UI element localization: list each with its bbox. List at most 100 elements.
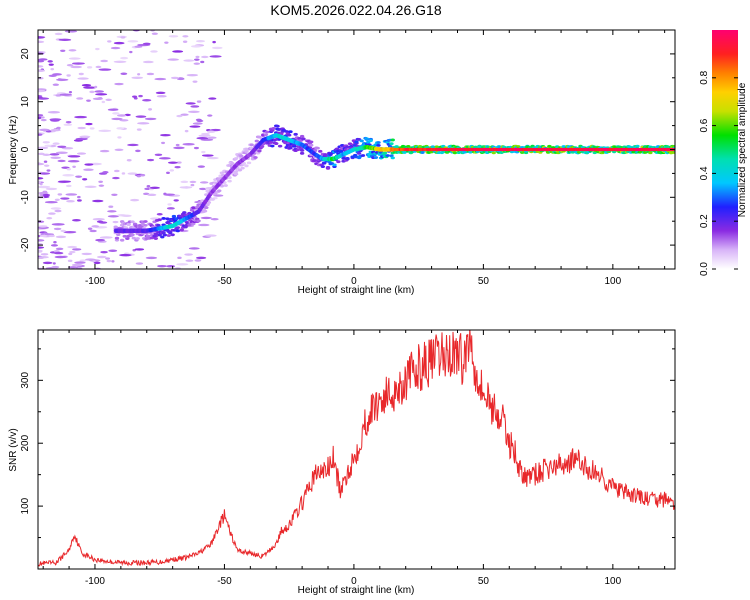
spectrogram-halo-cell (318, 149, 323, 153)
spectrogram-noise-cell (55, 78, 69, 81)
spectrogram-halo-cell (175, 229, 181, 233)
snr-y-ticks: 100 200 300 (20, 348, 675, 570)
spectrogram-noise-cell (38, 256, 45, 260)
spectrogram-noise-cell (43, 160, 48, 163)
spectrogram-noise-cell (74, 261, 86, 264)
spectrogram-halo-cell (389, 154, 394, 158)
snr-x-ticks: -100 -50 0 50 100 (42, 330, 666, 587)
spectrogram-noise-cell (47, 111, 61, 114)
spectrogram-halo-cell (241, 162, 247, 165)
spectrogram-noise-cell (38, 162, 45, 166)
spectrogram-noise-cell (40, 253, 49, 256)
spectrogram-noise-cell (49, 153, 60, 156)
spectrogram-halo-cell (491, 151, 496, 155)
spectrogram-ytick-label: -10 (20, 190, 31, 205)
spectrogram-noise-cell (170, 76, 180, 80)
spectrogram-noise-cell (208, 97, 217, 100)
spectrogram-noise-cell (91, 225, 100, 228)
spectrogram-halo-cell (195, 205, 200, 209)
colorbar-tick-label: 0.0 (699, 262, 710, 276)
spectrogram-halo-cell (125, 237, 130, 241)
spectrogram-noise-cell (190, 45, 202, 48)
spectrogram-noise-cell (195, 39, 206, 43)
spectrogram-noise-cell (195, 256, 207, 260)
spectrogram-noise-cell (196, 119, 204, 123)
spectrogram-noise-cell (173, 146, 185, 150)
spectrogram-y-label: Frequency (Hz) (8, 116, 19, 185)
spectrogram-halo-cell (153, 237, 159, 240)
snr-panel: -100 -50 0 50 100 100 200 300 Height of straig… (8, 329, 676, 596)
spectrogram-halo-cell (356, 151, 362, 155)
spectrogram-halo-cell (123, 226, 129, 230)
spectrogram-halo-cell (389, 142, 394, 146)
spectrogram-noise-cell (196, 136, 209, 140)
spectrogram-noise-cell (112, 220, 119, 224)
spectrogram-noise-cell (42, 141, 50, 144)
spectrogram-noise-cell (39, 128, 50, 132)
spectrogram-noise-cell (92, 97, 103, 101)
spectrogram-noise-cell (174, 165, 181, 169)
spectrogram-halo-cell (635, 144, 640, 148)
spectrogram-halo-cell (249, 143, 254, 147)
spectrogram-halo-cell (233, 157, 239, 160)
spectrogram-noise-cell (167, 161, 178, 164)
spectrogram-noise-cell (199, 187, 207, 191)
spectrogram-noise-cell (116, 127, 125, 130)
spectrogram-noise-cell (65, 184, 72, 188)
spectrogram-halo-cell (468, 150, 473, 154)
spectrogram-ytick-label: 20 (20, 48, 31, 60)
spectrogram-noise-cell (119, 119, 129, 122)
spectrogram-noise-cell (184, 253, 193, 256)
colorbar-ticks: 0.0 0.2 0.4 0.6 0.8 (699, 70, 738, 276)
spectrogram-halo-cell (299, 134, 305, 138)
spectrogram-noise-cell (108, 205, 114, 208)
spectrogram-halo-cell (301, 137, 306, 141)
spectrogram-noise-cell (72, 248, 82, 251)
spectrogram-noise-cell (38, 36, 45, 39)
spectrogram-halo-cell (275, 124, 280, 128)
spectrogram-noise-cell (132, 95, 138, 98)
spectrogram-noise-cell (199, 181, 209, 184)
spectrogram-halo-cell (145, 234, 151, 238)
spectrogram-halo-cell (308, 140, 314, 144)
spectrogram-halo-cell (166, 234, 171, 237)
spectrogram-noise-cell (148, 108, 153, 111)
spectrogram-noise-cell (57, 145, 67, 148)
spectrogram-noise-cell (47, 60, 53, 63)
spectrogram-noise-cell (176, 114, 183, 118)
spectrogram-noise-cell (38, 40, 45, 44)
spectrogram-noise-cell (92, 218, 105, 221)
spectrogram-noise-cell (42, 232, 49, 235)
spectrogram-xtick-label: 50 (478, 276, 490, 287)
spectrogram-noise-cell (209, 55, 222, 58)
spectrogram-halo-cell (283, 141, 288, 145)
spectrogram-noise-cell (77, 126, 86, 130)
spectrogram-halo-cell (206, 201, 212, 204)
spectrogram-noise-cell (135, 262, 144, 265)
spectrogram-noise-cell (204, 234, 217, 237)
spectrogram-noise-cell (127, 172, 138, 175)
spectrogram-halo-cell (253, 156, 258, 159)
spectrogram-noise-cell (38, 234, 41, 238)
spectrogram-noise-cell (40, 234, 47, 238)
spectrogram-noise-cell (38, 177, 44, 180)
snr-xtick-label: 100 (605, 576, 622, 587)
spectrogram-halo-cell (359, 139, 364, 143)
spectrogram-halo-cell (182, 211, 187, 214)
spectrogram-noise-cell (129, 50, 133, 54)
spectrogram-noise-cell (77, 199, 82, 202)
spectrogram-halo-cell (336, 160, 341, 164)
spectrogram-noise-cell (53, 227, 62, 231)
spectrogram-x-ticks: -100 -50 0 50 100 (42, 30, 666, 287)
spectrogram-noise-cell (38, 146, 49, 150)
colorbar-gradient (712, 30, 738, 269)
spectrogram-noise-cell (126, 159, 132, 162)
spectrogram-noise-cell (42, 261, 53, 265)
spectrogram-halo-cell (217, 189, 222, 193)
spectrogram-noise-cell (55, 235, 67, 239)
spectrogram-noise-cell (188, 247, 200, 250)
spectrogram-noise-cell (44, 144, 52, 148)
spectrogram-noise-cell (195, 55, 200, 59)
spectrogram-noise-cell (105, 257, 111, 260)
spectrogram-noise-cell (120, 56, 129, 60)
